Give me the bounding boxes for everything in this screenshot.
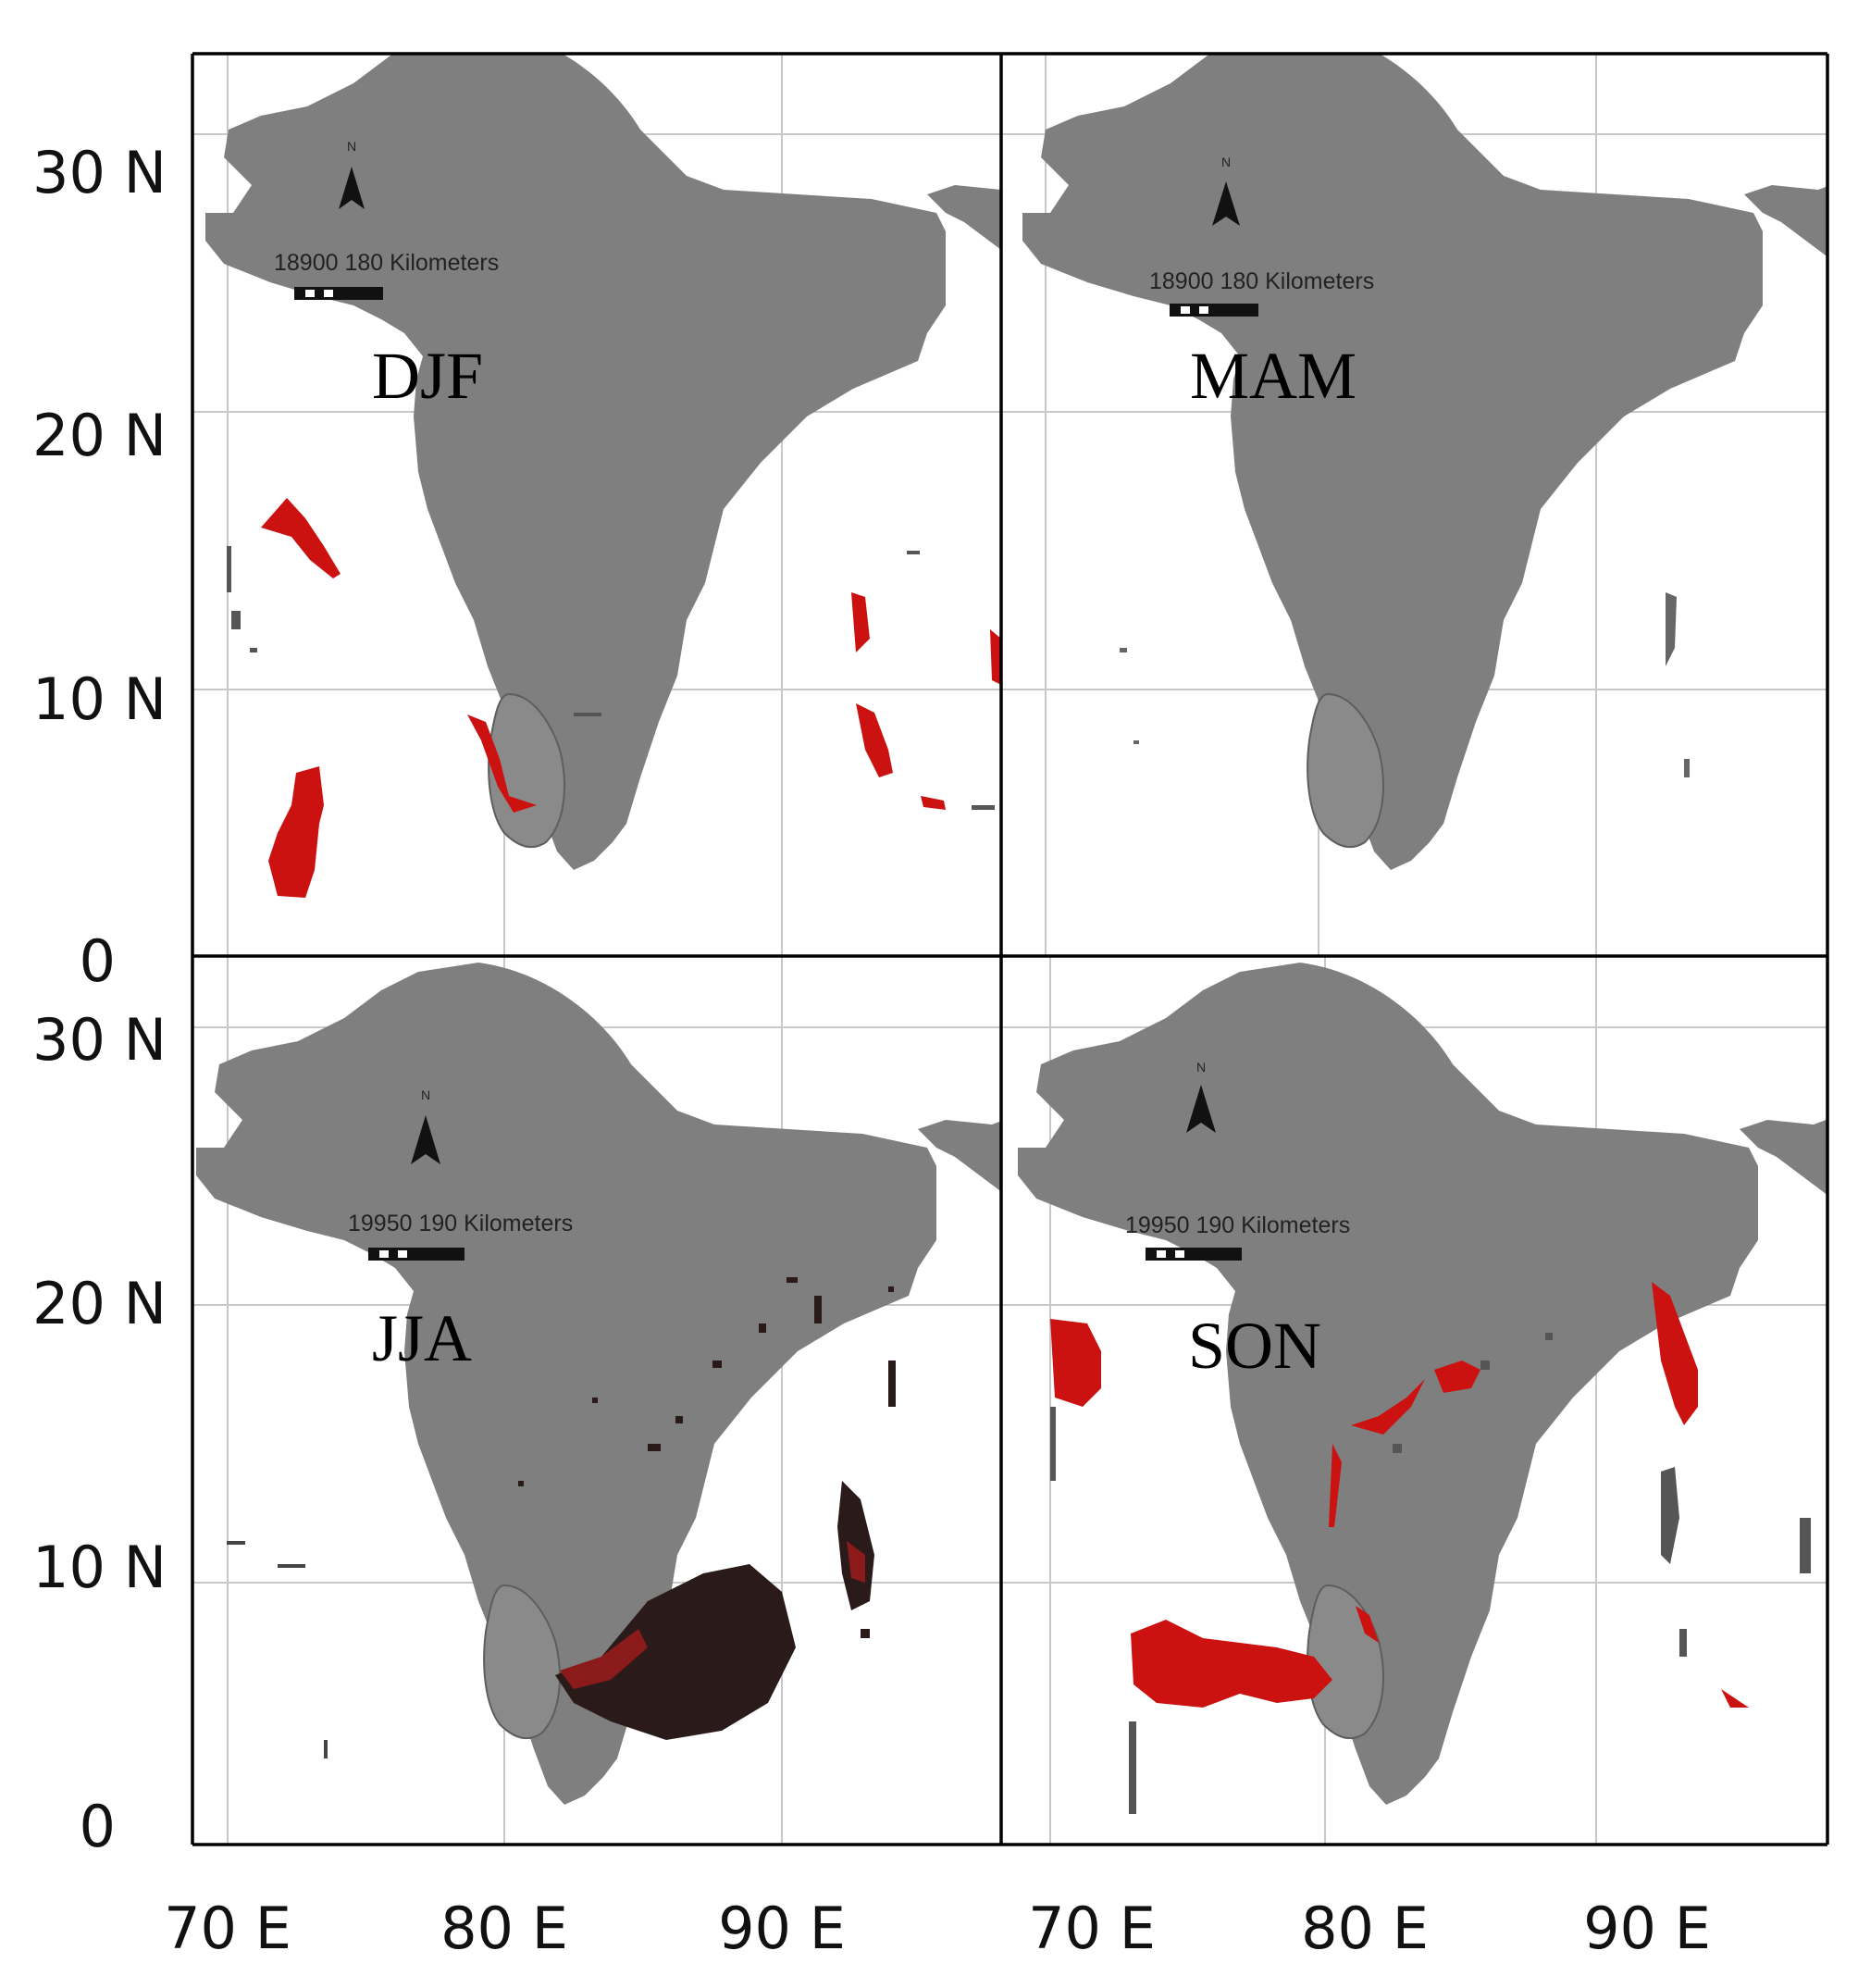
highlight-regions bbox=[261, 498, 1001, 898]
x-tick-right-80: 80 E bbox=[1301, 1895, 1429, 1962]
scale-bar: 18900 180 Kilometers bbox=[274, 250, 499, 300]
x-tick-left-80: 80 E bbox=[440, 1895, 568, 1962]
highlight-regions bbox=[560, 1541, 865, 1689]
north-arrow: N bbox=[1212, 155, 1240, 226]
svg-text:N: N bbox=[421, 1087, 430, 1102]
x-tick-right-70: 70 E bbox=[1028, 1895, 1156, 1962]
season-label: SON bbox=[1188, 1309, 1321, 1383]
svg-text:N: N bbox=[347, 139, 356, 154]
svg-text:18900 180 Kilometers: 18900 180 Kilometers bbox=[274, 250, 499, 276]
scale-bar: 19950 190 Kilometers bbox=[1125, 1212, 1350, 1261]
svg-text:N: N bbox=[1196, 1060, 1206, 1075]
figure-frame bbox=[191, 52, 1829, 1846]
x-tick-left-90: 90 E bbox=[718, 1895, 846, 1962]
scale-bar: 18900 180 Kilometers bbox=[1149, 268, 1374, 317]
season-label: DJF bbox=[372, 339, 483, 413]
x-axis: 70 E 80 E 90 E 70 E 80 E 90 E bbox=[164, 1895, 1711, 1962]
scatter-dots bbox=[1050, 1333, 1811, 1814]
y-tick-bottom-0: 0 bbox=[80, 1793, 116, 1860]
season-label: JJA bbox=[372, 1301, 472, 1375]
north-arrow: N bbox=[411, 1087, 440, 1164]
x-tick-right-90: 90 E bbox=[1583, 1895, 1711, 1962]
x-tick-left-70: 70 E bbox=[164, 1895, 291, 1962]
season-label: MAM bbox=[1190, 339, 1356, 413]
panel-son: N 19950 190 Kilometers SON bbox=[1001, 956, 1827, 1845]
scatter-dots bbox=[1120, 592, 1690, 777]
y-tick-top-20: 20 N bbox=[32, 402, 167, 469]
scale-bar: 19950 190 Kilometers bbox=[348, 1211, 573, 1261]
panel-mam: N 18900 180 Kilometers MAM bbox=[1001, 54, 1827, 956]
north-arrow: N bbox=[1186, 1060, 1216, 1133]
y-axis: 30 N 20 N 10 N 0 30 N 20 N 10 N 0 bbox=[32, 139, 167, 1860]
panel-jja: N 19950 190 Kilometers JJA bbox=[192, 956, 1001, 1845]
highlight-regions bbox=[1050, 1282, 1749, 1708]
panel-djf: N 18900 180 Kilometers DJF bbox=[192, 54, 1001, 956]
y-tick-bottom-10: 10 N bbox=[32, 1534, 167, 1601]
svg-text:19950 190 Kilometers: 19950 190 Kilometers bbox=[348, 1211, 573, 1236]
svg-text:18900 180 Kilometers: 18900 180 Kilometers bbox=[1149, 268, 1374, 294]
svg-text:N: N bbox=[1221, 155, 1231, 169]
svg-text:19950 190 Kilometers: 19950 190 Kilometers bbox=[1125, 1212, 1350, 1238]
y-tick-bottom-30: 30 N bbox=[32, 1006, 167, 1074]
scatter-dots bbox=[227, 546, 995, 810]
y-tick-bottom-20: 20 N bbox=[32, 1270, 167, 1337]
scatter-dots bbox=[227, 1541, 328, 1758]
y-tick-top-10: 10 N bbox=[32, 665, 167, 733]
y-tick-top-0: 0 bbox=[80, 927, 116, 995]
north-arrow: N bbox=[339, 139, 365, 209]
y-tick-top-30: 30 N bbox=[32, 139, 167, 206]
